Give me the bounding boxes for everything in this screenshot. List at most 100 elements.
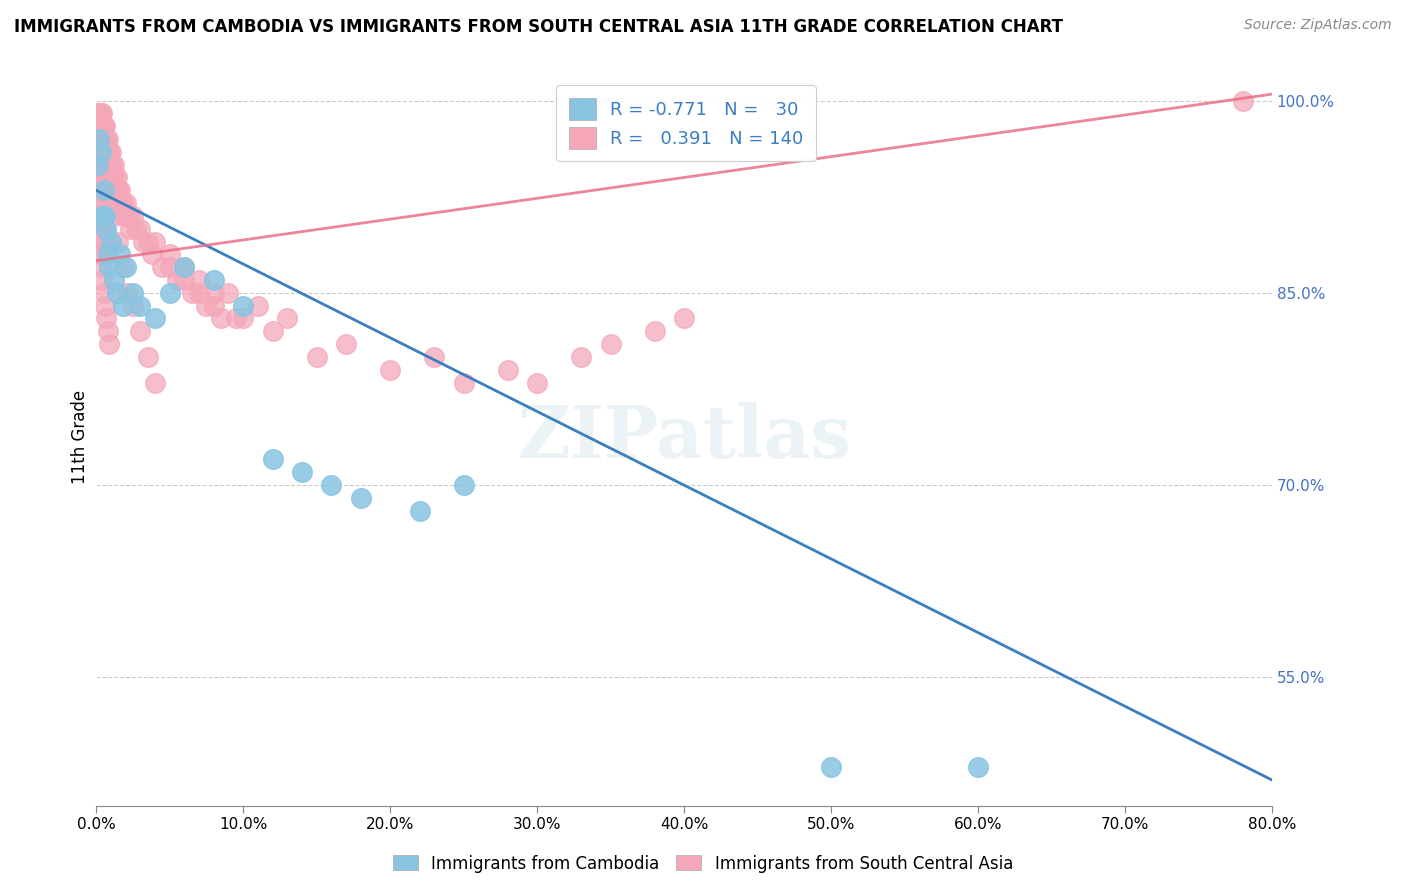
Point bbox=[496, 363, 519, 377]
Point bbox=[90, 132, 112, 146]
Point bbox=[125, 221, 148, 235]
Point bbox=[118, 221, 141, 235]
Point bbox=[180, 285, 202, 300]
Point bbox=[202, 299, 225, 313]
Point bbox=[98, 260, 121, 275]
Point bbox=[93, 285, 115, 300]
Point bbox=[97, 324, 120, 338]
Point bbox=[111, 196, 134, 211]
Point bbox=[209, 311, 232, 326]
Point bbox=[93, 209, 115, 223]
Point bbox=[105, 285, 128, 300]
Point bbox=[820, 760, 842, 774]
Point bbox=[91, 145, 114, 159]
Point bbox=[217, 285, 239, 300]
Point bbox=[97, 145, 120, 159]
Point bbox=[122, 285, 145, 300]
Point bbox=[100, 183, 122, 197]
Point bbox=[195, 299, 218, 313]
Point bbox=[122, 209, 145, 223]
Point bbox=[97, 132, 120, 146]
Point bbox=[98, 170, 121, 185]
Point bbox=[159, 285, 181, 300]
Point bbox=[98, 145, 121, 159]
Point bbox=[89, 106, 111, 120]
Point bbox=[97, 158, 120, 172]
Point bbox=[526, 376, 548, 390]
Point bbox=[101, 170, 124, 185]
Point bbox=[90, 209, 112, 223]
Point bbox=[90, 145, 112, 159]
Point bbox=[569, 350, 592, 364]
Point bbox=[89, 119, 111, 133]
Point bbox=[103, 170, 125, 185]
Point bbox=[89, 158, 111, 172]
Point bbox=[97, 183, 120, 197]
Point bbox=[86, 132, 108, 146]
Point bbox=[159, 247, 181, 261]
Point bbox=[96, 170, 118, 185]
Point bbox=[93, 158, 115, 172]
Point bbox=[129, 324, 152, 338]
Point bbox=[96, 311, 118, 326]
Point bbox=[143, 311, 166, 326]
Point bbox=[94, 209, 117, 223]
Point bbox=[110, 196, 132, 211]
Point bbox=[89, 247, 111, 261]
Y-axis label: 11th Grade: 11th Grade bbox=[72, 390, 89, 484]
Point bbox=[90, 260, 112, 275]
Point bbox=[90, 158, 112, 172]
Point bbox=[90, 132, 112, 146]
Point bbox=[114, 260, 136, 275]
Point bbox=[115, 285, 138, 300]
Point bbox=[232, 299, 254, 313]
Point bbox=[96, 170, 118, 185]
Point bbox=[94, 145, 117, 159]
Point bbox=[143, 235, 166, 249]
Point bbox=[408, 504, 430, 518]
Point bbox=[94, 221, 117, 235]
Point bbox=[114, 196, 136, 211]
Point bbox=[453, 478, 475, 492]
Point bbox=[1232, 94, 1254, 108]
Point bbox=[89, 132, 111, 146]
Text: Source: ZipAtlas.com: Source: ZipAtlas.com bbox=[1244, 18, 1392, 32]
Point bbox=[89, 132, 111, 146]
Point bbox=[150, 260, 173, 275]
Point bbox=[232, 311, 254, 326]
Point bbox=[129, 221, 152, 235]
Point bbox=[94, 119, 117, 133]
Point bbox=[107, 183, 129, 197]
Point bbox=[94, 247, 117, 261]
Point bbox=[350, 491, 373, 505]
Point bbox=[94, 158, 117, 172]
Point bbox=[967, 760, 990, 774]
Point bbox=[94, 132, 117, 146]
Point bbox=[91, 119, 114, 133]
Point bbox=[100, 145, 122, 159]
Point bbox=[89, 145, 111, 159]
Point bbox=[115, 209, 138, 223]
Point bbox=[100, 196, 122, 211]
Point bbox=[105, 170, 128, 185]
Point bbox=[111, 299, 134, 313]
Point bbox=[246, 299, 269, 313]
Point bbox=[96, 235, 118, 249]
Point bbox=[100, 235, 122, 249]
Point bbox=[86, 106, 108, 120]
Point bbox=[103, 158, 125, 172]
Point bbox=[108, 247, 131, 261]
Point bbox=[91, 209, 114, 223]
Point bbox=[96, 145, 118, 159]
Point bbox=[91, 221, 114, 235]
Point bbox=[335, 337, 357, 351]
Point bbox=[91, 145, 114, 159]
Point bbox=[136, 350, 159, 364]
Point bbox=[129, 299, 152, 313]
Point bbox=[202, 285, 225, 300]
Point bbox=[93, 132, 115, 146]
Point bbox=[91, 132, 114, 146]
Point bbox=[93, 183, 115, 197]
Point bbox=[173, 260, 195, 275]
Point bbox=[117, 209, 139, 223]
